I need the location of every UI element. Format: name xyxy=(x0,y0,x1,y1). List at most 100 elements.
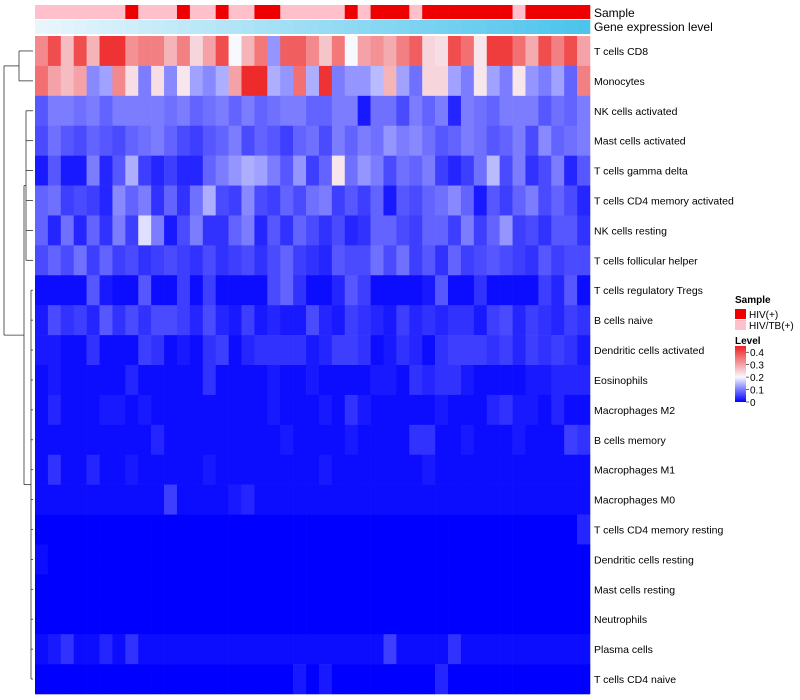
heatmap-cell xyxy=(460,155,475,186)
heatmap-cell xyxy=(306,454,320,485)
heatmap-grid xyxy=(35,36,591,695)
heatmap-cell xyxy=(318,275,333,306)
heatmap-cell xyxy=(422,335,436,366)
heatmap-cell xyxy=(241,424,255,456)
gene-level-cell xyxy=(525,20,539,34)
row-label: NK cells resting xyxy=(594,225,667,237)
heatmap-cell xyxy=(564,424,578,456)
heatmap-cell xyxy=(293,514,307,545)
heatmap-cell xyxy=(73,36,87,67)
heatmap-cell xyxy=(357,95,371,127)
heatmap-cell xyxy=(551,305,565,336)
heatmap-cell xyxy=(486,604,500,635)
heatmap-cell xyxy=(577,65,591,97)
sample-cell xyxy=(267,5,281,19)
heatmap-cell xyxy=(538,424,552,456)
heatmap-cell xyxy=(293,424,307,456)
gene-level-cell xyxy=(396,20,410,34)
heatmap-cell xyxy=(86,95,100,127)
heatmap-cell xyxy=(564,544,578,575)
heatmap-cell xyxy=(99,36,113,67)
heatmap-cell xyxy=(448,155,462,186)
heatmap-cell xyxy=(538,335,552,366)
heatmap-cell xyxy=(47,484,62,515)
sample-cell xyxy=(189,5,204,19)
gene-expression-annotation-bar xyxy=(35,20,591,34)
heatmap-cell xyxy=(164,634,178,665)
heatmap-cell xyxy=(176,634,191,665)
heatmap-cell xyxy=(435,424,449,456)
gene-level-cell xyxy=(189,20,204,34)
heatmap-cell xyxy=(409,394,423,426)
heatmap-cell xyxy=(164,275,178,306)
heatmap-cell xyxy=(86,544,100,575)
gene-level-cell xyxy=(448,20,462,34)
sample-cell xyxy=(164,5,178,19)
heatmap-cell xyxy=(164,95,178,127)
heatmap-cell xyxy=(383,514,397,545)
heatmap-cell xyxy=(35,365,49,396)
heatmap-cell xyxy=(318,305,333,336)
heatmap-cell xyxy=(486,65,500,97)
heatmap-cell xyxy=(138,245,152,276)
heatmap-cell xyxy=(499,335,513,366)
heatmap-cell xyxy=(370,95,384,127)
heatmap-cell xyxy=(293,394,307,426)
heatmap-cell xyxy=(396,215,410,246)
heatmap-cell xyxy=(473,574,488,605)
heatmap-cell xyxy=(448,514,462,545)
heatmap-cell xyxy=(241,454,255,485)
heatmap-cell xyxy=(99,215,113,246)
heatmap-cell xyxy=(499,514,513,545)
heatmap-cell xyxy=(499,245,513,276)
heatmap-cell xyxy=(396,604,410,635)
gene-level-cell xyxy=(357,20,371,34)
heatmap-cell xyxy=(176,544,191,575)
row-label: T cells CD8 xyxy=(594,46,648,58)
heatmap-cell xyxy=(60,155,75,186)
heatmap-cell xyxy=(73,215,87,246)
heatmap-cell xyxy=(112,484,126,515)
heatmap-cell xyxy=(86,394,100,426)
heatmap-cell xyxy=(396,484,410,515)
heatmap-cell xyxy=(435,245,449,276)
heatmap-cell xyxy=(254,424,268,456)
heatmap-cell xyxy=(538,95,552,127)
heatmap-cell xyxy=(331,365,346,396)
heatmap-cell xyxy=(99,484,113,515)
heatmap-cell xyxy=(241,514,255,545)
heatmap-cell xyxy=(228,245,242,276)
heatmap-cell xyxy=(267,544,281,575)
heatmap-cell xyxy=(86,305,100,336)
heatmap-cell xyxy=(86,185,100,216)
heatmap-cell xyxy=(35,634,49,665)
heatmap-cell xyxy=(370,335,384,366)
heatmap-cell xyxy=(241,634,255,665)
heatmap-cell xyxy=(435,365,449,396)
heatmap-cell xyxy=(280,155,294,186)
heatmap-cell xyxy=(228,365,242,396)
heatmap-cell xyxy=(396,634,410,665)
heatmap-cell xyxy=(293,65,307,97)
annotation-label-gene-expression: Gene expression level xyxy=(594,20,713,34)
heatmap-cell xyxy=(499,155,513,186)
heatmap-cell xyxy=(99,65,113,97)
sample-cell xyxy=(473,5,488,19)
heatmap-cell xyxy=(318,454,333,485)
heatmap-cell xyxy=(47,365,62,396)
heatmap-cell xyxy=(331,424,346,456)
heatmap-cell xyxy=(486,424,500,456)
heatmap-cell xyxy=(254,155,268,186)
heatmap-cell xyxy=(176,185,191,216)
heatmap-cell xyxy=(112,65,126,97)
heatmap-cell xyxy=(99,275,113,306)
row-label: T cells CD4 memory activated xyxy=(594,196,734,208)
heatmap-cell xyxy=(564,454,578,485)
row-label: T cells CD4 naive xyxy=(594,674,676,686)
heatmap-cell xyxy=(60,634,75,665)
gene-level-cell xyxy=(86,20,100,34)
heatmap-cell xyxy=(228,604,242,635)
heatmap-cell xyxy=(138,215,152,246)
gene-level-cell xyxy=(499,20,513,34)
gene-level-cell xyxy=(306,20,320,34)
